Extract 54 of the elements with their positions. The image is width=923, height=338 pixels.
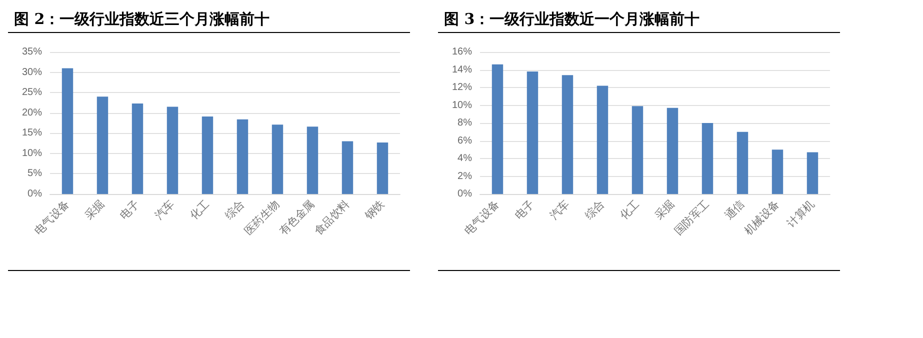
x-tick-label: 汽车 (152, 197, 178, 222)
y-tick-label: 2% (458, 170, 472, 182)
bar (376, 142, 388, 194)
y-tick-label: 0% (28, 188, 42, 200)
x-tick-label: 汽车 (547, 197, 572, 222)
y-tick-label: 4% (458, 153, 472, 164)
bar (806, 152, 818, 194)
y-tick-label: 30% (22, 66, 42, 78)
y-tick-label: 35% (22, 46, 42, 58)
x-tick-label: 钢铁 (362, 197, 388, 223)
x-tick-label: 采掘 (652, 197, 678, 222)
bar (306, 126, 318, 194)
bar (596, 86, 608, 194)
bar (272, 124, 284, 194)
bar (132, 104, 144, 194)
bar (202, 116, 214, 194)
y-tick-label: 25% (22, 87, 42, 98)
chart-title: 图 3：一级行业指数近一个月涨幅前十 (438, 6, 840, 33)
bar (166, 106, 178, 194)
x-tick-label: 采掘 (82, 197, 108, 222)
bar (666, 108, 678, 194)
y-tick-label: 8% (458, 118, 472, 128)
y-tick-label: 6% (458, 135, 472, 146)
y-tick-label: 14% (452, 64, 472, 76)
y-tick-label: 15% (22, 128, 42, 139)
x-tick-label: 电子 (512, 197, 538, 222)
x-tick-label: 综合 (222, 197, 248, 222)
y-tick-label: 20% (22, 107, 42, 118)
x-tick-label: 电子 (117, 197, 142, 222)
x-tick-label: 电气设备 (462, 197, 502, 238)
bar (62, 68, 74, 194)
bar (236, 119, 248, 194)
bar (526, 72, 538, 194)
y-tick-label: 12% (452, 82, 472, 93)
x-tick-label: 计算机 (784, 197, 818, 230)
y-tick-label: 10% (452, 100, 472, 111)
bar (562, 75, 574, 194)
x-tick-label: 电气设备 (32, 197, 72, 238)
chart-title: 图 2：一级行业指数近三个月涨幅前十 (8, 6, 410, 33)
bar (632, 106, 644, 194)
x-tick-label: 通信 (722, 197, 748, 222)
bar (702, 123, 714, 194)
y-tick-label: 0% (458, 188, 472, 200)
bar (772, 150, 784, 194)
bar (736, 132, 748, 194)
x-tick-label: 化工 (617, 197, 642, 222)
x-tick-label: 综合 (582, 197, 608, 222)
y-tick-label: 5% (28, 168, 42, 180)
bar (492, 64, 504, 194)
bar (96, 96, 108, 194)
y-tick-label: 16% (452, 46, 472, 58)
x-tick-label: 化工 (187, 197, 212, 222)
bar (342, 141, 354, 194)
y-tick-label: 10% (22, 148, 42, 159)
